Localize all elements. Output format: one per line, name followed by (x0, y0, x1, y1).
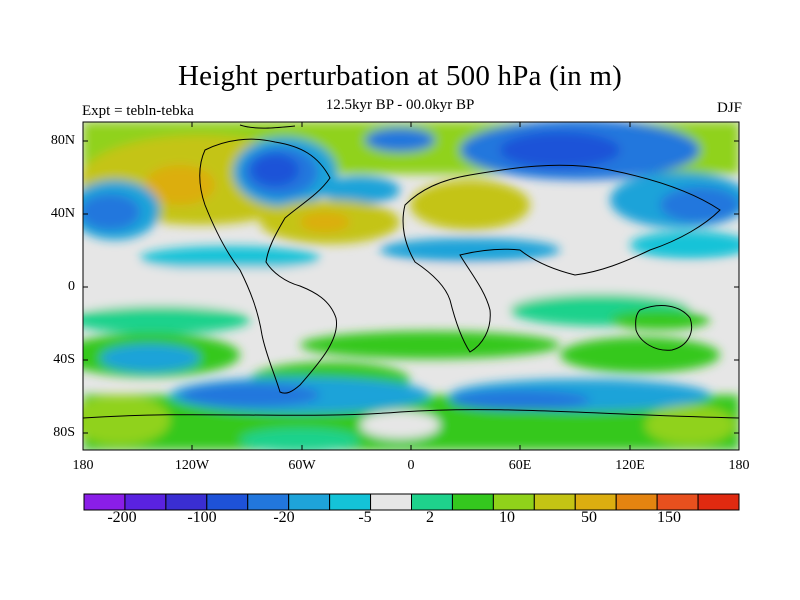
colorbar-swatch (656, 493, 699, 511)
colorbar-swatch (615, 493, 658, 511)
lat-tick-label: 80N (50, 133, 75, 148)
colorbar-swatch (370, 493, 412, 511)
coastlines (83, 124, 739, 419)
colorbar-swatch (411, 493, 453, 511)
lat-tick-label: 40S (53, 352, 75, 367)
colorbar-label: -20 (273, 509, 295, 526)
colorbar-swatch (329, 493, 372, 511)
contour-fill-layer (83, 122, 739, 450)
lat-tick-label: 80S (53, 425, 75, 440)
season-label: DJF (716, 100, 742, 116)
colorbar-label: 10 (499, 509, 515, 526)
colorbar-swatch (574, 493, 617, 511)
lon-tick-label: 180 (72, 458, 94, 473)
tick-marks (83, 122, 739, 450)
period-label: 12.5kyr BP - 00.0kyr BP (325, 97, 475, 113)
colorbar-swatch (288, 493, 331, 511)
colorbar-swatch (697, 493, 740, 511)
lon-tick-label: 60E (508, 458, 532, 473)
lon-tick-label: 0 (407, 458, 415, 473)
colorbar-swatch (247, 493, 290, 511)
colorbar-swatch (451, 493, 494, 511)
lon-tick-label: 120W (174, 458, 210, 473)
colorbar-label: 2 (426, 509, 434, 526)
experiment-label: Expt = tebln-tebka (82, 103, 194, 119)
lon-tick-label: 60W (288, 458, 316, 473)
colorbar-swatch (492, 493, 535, 511)
chart-title: Height perturbation at 500 hPa (in m) (178, 60, 622, 92)
lon-tick-label: 120E (615, 458, 645, 473)
colorbar-swatch (533, 493, 576, 511)
colorbar-label: -5 (358, 509, 372, 526)
colorbar-swatch (165, 493, 208, 511)
colorbar-label: -200 (107, 509, 137, 526)
colorbar-label: -100 (187, 509, 217, 526)
lat-tick-label: 0 (68, 279, 75, 294)
lon-tick-label: 180 (728, 458, 750, 473)
colorbar-swatch (124, 493, 167, 511)
colorbar-swatch (83, 493, 126, 511)
colorbar-swatch (206, 493, 249, 511)
colorbar-label: 50 (581, 509, 597, 526)
lat-tick-label: 40N (50, 206, 75, 221)
colorbar-label: 150 (657, 509, 681, 526)
